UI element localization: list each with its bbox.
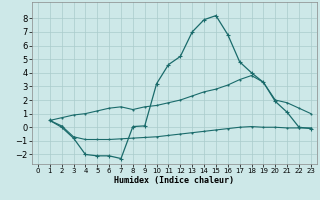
X-axis label: Humidex (Indice chaleur): Humidex (Indice chaleur) [115,176,234,185]
